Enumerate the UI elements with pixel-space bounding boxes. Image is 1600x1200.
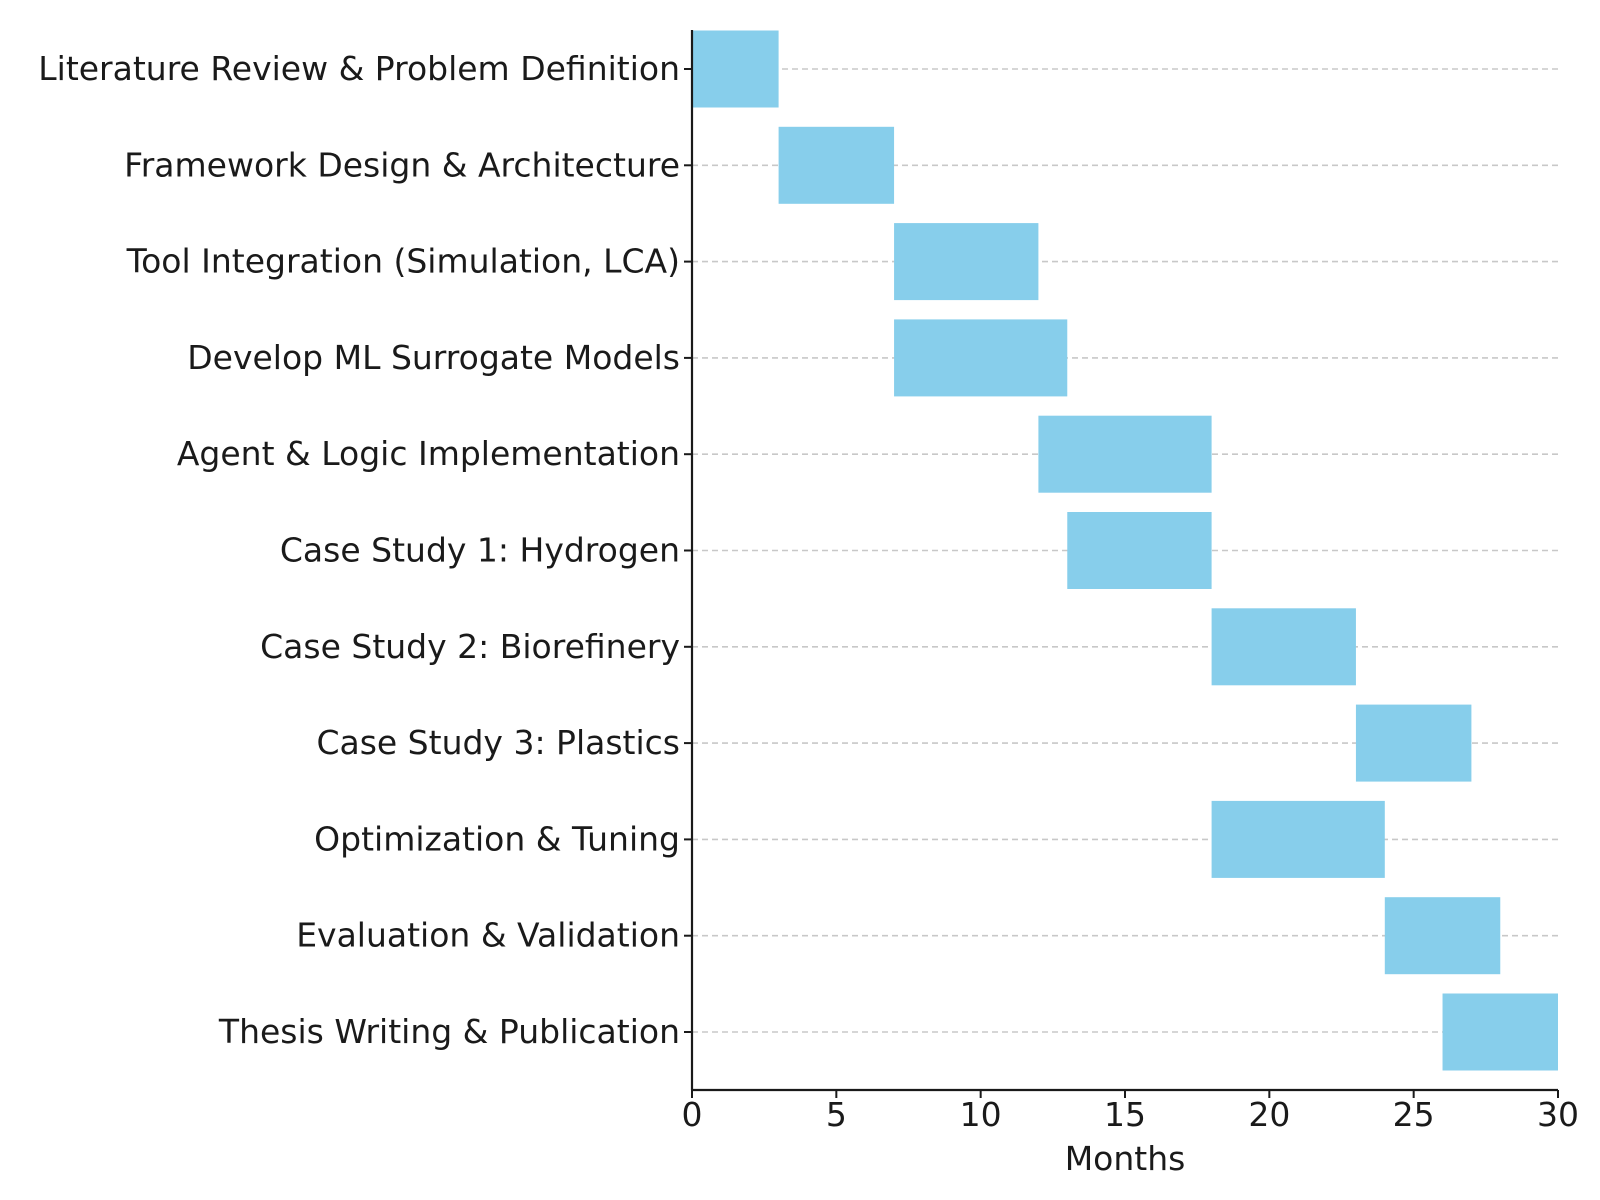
task-bar: [692, 30, 779, 108]
task-label: Tool Integration (Simulation, LCA): [126, 242, 680, 281]
task-bar: [1442, 993, 1558, 1071]
x-tick-label: 30: [1537, 1095, 1579, 1134]
task-bar: [778, 126, 895, 204]
task-label: Optimization & Tuning: [314, 819, 680, 858]
task-bar: [1038, 415, 1212, 493]
task-label: Case Study 1: Hydrogen: [280, 531, 680, 570]
task-bars: [692, 30, 1558, 1071]
task-bar: [1211, 608, 1356, 686]
task-label: Thesis Writing & Publication: [218, 1012, 680, 1051]
task-bar: [1067, 512, 1212, 589]
task-label: Develop ML Surrogate Models: [187, 338, 680, 377]
x-tick-label: 15: [1104, 1095, 1146, 1134]
task-bar: [1384, 897, 1501, 975]
task-label: Literature Review & Problem Definition: [38, 49, 680, 88]
task-label: Evaluation & Validation: [296, 916, 680, 955]
task-bar: [894, 223, 1039, 301]
task-labels: Literature Review & Problem Definition Fr…: [38, 49, 692, 1051]
x-tick-label: 20: [1248, 1095, 1290, 1134]
task-label: Framework Design & Architecture: [124, 145, 680, 184]
task-bar: [1211, 800, 1385, 878]
x-tick-label: 25: [1393, 1095, 1435, 1134]
x-ticks: 0 5 10 15 20 25 30: [682, 1090, 1579, 1134]
task-bar: [894, 319, 1068, 397]
task-label: Case Study 3: Plastics: [316, 723, 680, 762]
task-label: Case Study 2: Biorefinery: [260, 627, 680, 666]
task-bar: [1355, 704, 1472, 782]
x-axis-title: Months: [1065, 1139, 1186, 1178]
x-tick-label: 10: [960, 1095, 1002, 1134]
x-tick-label: 5: [826, 1095, 847, 1134]
task-label: Agent & Logic Implementation: [177, 434, 680, 473]
x-tick-label: 0: [682, 1095, 703, 1134]
